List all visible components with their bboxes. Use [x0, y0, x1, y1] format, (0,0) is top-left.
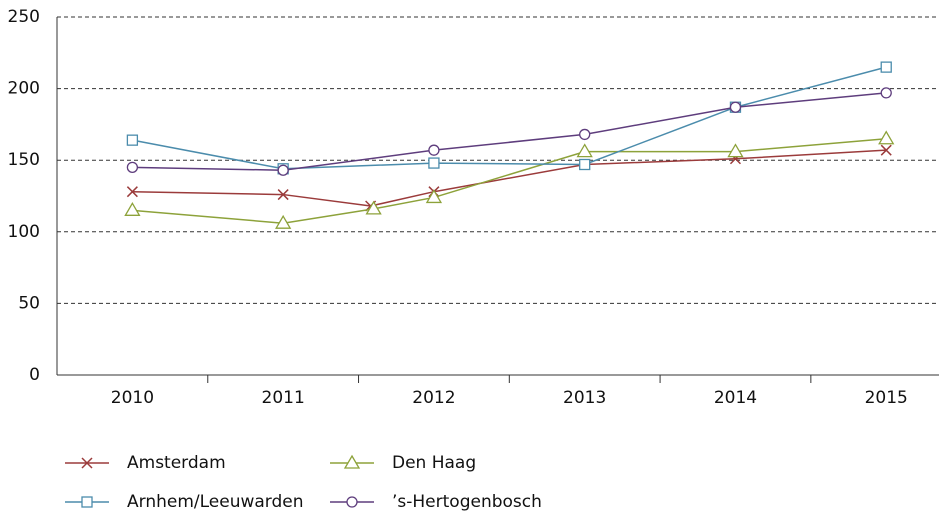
series-line: [132, 92, 887, 171]
legend-label: Amsterdam: [127, 453, 226, 473]
legend-marker: [346, 496, 358, 508]
data-point: [425, 189, 443, 204]
data-point: [727, 143, 744, 158]
y-tick-label: 50: [18, 293, 40, 313]
data-point: [880, 61, 892, 73]
x-tick-label: 2013: [563, 388, 606, 408]
data-point: [729, 101, 742, 113]
series-line: [132, 149, 887, 207]
y-tick-label: 150: [8, 150, 40, 170]
data-point: [275, 214, 292, 229]
x-tick-label: 2011: [262, 388, 305, 408]
data-point: [579, 128, 591, 141]
x-tick-label: 2012: [412, 388, 455, 408]
data-point: [126, 161, 139, 174]
y-tick-label: 250: [8, 7, 40, 27]
legend-label: ’s-Hertogenbosch: [392, 492, 542, 512]
x-tick-label: 2014: [714, 388, 757, 408]
legend-marker: [81, 457, 93, 469]
data-point: [878, 130, 895, 145]
y-tick-label: 0: [29, 365, 40, 385]
data-point: [126, 186, 138, 198]
y-tick-label: 100: [8, 222, 40, 242]
legend-marker: [343, 454, 361, 469]
data-point: [126, 134, 139, 146]
data-point: [428, 157, 440, 169]
x-tick-label: 2010: [111, 388, 154, 408]
series-line: [132, 66, 887, 170]
data-point: [576, 143, 593, 158]
legend-label: Den Haag: [392, 453, 476, 473]
data-point: [579, 158, 591, 171]
y-tick-label: 200: [8, 79, 40, 99]
series-line: [132, 137, 887, 224]
legend-label: Arnhem/Leeuwarden: [127, 492, 304, 512]
data-point: [365, 200, 382, 215]
data-point: [880, 87, 892, 99]
legend-marker: [81, 496, 93, 508]
x-tick-label: 2015: [865, 388, 908, 408]
data-point: [428, 144, 440, 156]
data-point: [880, 144, 892, 156]
data-point: [277, 164, 289, 176]
data-point: [277, 189, 289, 201]
data-point: [124, 202, 141, 216]
